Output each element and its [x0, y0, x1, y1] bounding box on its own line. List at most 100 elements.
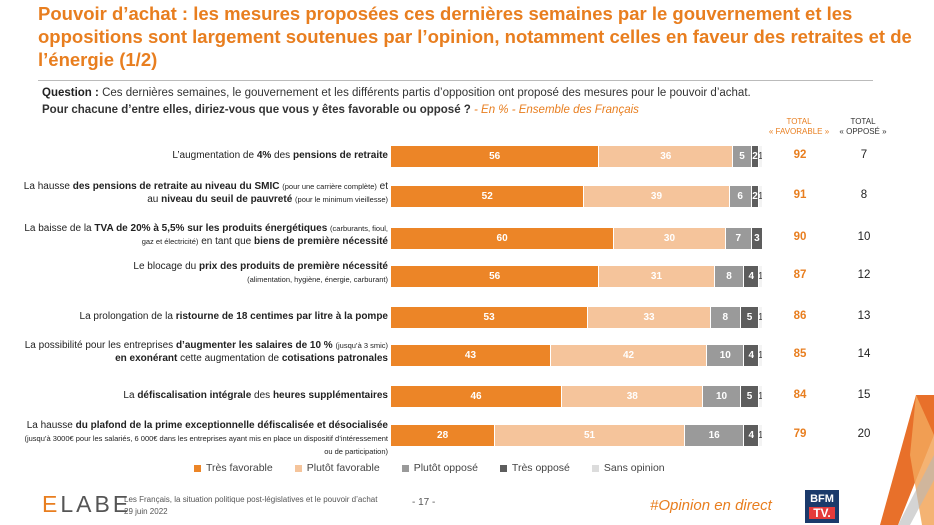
- bar-segment-très-opposé: 3: [751, 228, 763, 249]
- stacked-bar: 43421041: [391, 345, 763, 366]
- bar-segment-plutôt-opposé: 8: [714, 266, 745, 287]
- bar-segment-plutôt-favorable: 36: [599, 146, 734, 167]
- bar-segment-sans-opinion: 1: [759, 146, 763, 167]
- legend-item: Très opposé: [499, 462, 570, 474]
- question-label: Question :: [42, 87, 99, 99]
- bar-segment-plutôt-favorable: 51: [495, 425, 685, 446]
- bar-segment-sans-opinion: 1: [759, 186, 763, 207]
- bar-segment-très-opposé: 4: [744, 345, 760, 366]
- total-oppose-value: 13: [857, 310, 871, 322]
- decorative-triangle-icon: [880, 395, 934, 525]
- bar-segment-très-favorable: 28: [391, 425, 496, 446]
- bar-segment-plutôt-opposé: 10: [703, 386, 741, 407]
- bar-segment-très-opposé: 2: [751, 146, 760, 167]
- row-label: L’augmentation de 4% des pensions de ret…: [172, 150, 388, 161]
- bar-segment-plutôt-favorable: 31: [599, 266, 715, 287]
- row-label: La baisse de la TVA de 20% à 5,5% sur le…: [24, 223, 388, 247]
- bar-segment-très-opposé: 4: [744, 425, 760, 446]
- bar-segment-sans-opinion: 1: [759, 425, 763, 446]
- total-favorable-value: 84: [793, 389, 807, 401]
- total-favorable-value: 87: [793, 269, 807, 281]
- bar-segment-sans-opinion: 1: [759, 307, 763, 328]
- legend-label: Sans opinion: [603, 462, 665, 474]
- page-number: - 17 -: [412, 497, 436, 508]
- bar-segment-très-opposé: 4: [744, 266, 760, 287]
- bar-segment-très-favorable: 43: [391, 345, 551, 366]
- legend-label: Plutôt opposé: [413, 462, 478, 474]
- bar-segment-plutôt-favorable: 30: [614, 228, 726, 249]
- row-label: Le blocage du prix des produits de premi…: [133, 261, 388, 284]
- elabe-logo-e: E: [42, 491, 61, 517]
- stacked-bar: 60 30 7 3: [391, 228, 763, 249]
- total-oppose-value: 12: [857, 269, 871, 281]
- total-oppose-value: 7: [860, 149, 868, 161]
- legend-item: Très favorable: [194, 462, 273, 474]
- bfmtv-logo: BFM TV.: [805, 490, 839, 523]
- bar-segment-très-opposé: 2: [751, 186, 760, 207]
- title-divider: [38, 80, 873, 81]
- row-label: La prolongation de la ristourne de 18 ce…: [79, 311, 388, 322]
- bar-segment-très-favorable: 46: [391, 386, 563, 407]
- legend-swatch: [294, 464, 302, 472]
- footer-source-title: Les Français, la situation politique pos…: [124, 495, 378, 504]
- bar-segment-plutôt-opposé: 10: [707, 345, 745, 366]
- legend-swatch: [194, 464, 201, 472]
- bar-segment-très-favorable: 53: [391, 307, 589, 328]
- total-oppose-value: 15: [857, 389, 871, 401]
- column-header-favorable-line1: TOTAL: [786, 117, 812, 126]
- stacked-bar: 46381051: [391, 386, 763, 407]
- bar-segment-plutôt-favorable: 42: [550, 345, 708, 366]
- bar-segment-plutôt-opposé: 8: [710, 307, 741, 328]
- bar-segment-sans-opinion: 1: [759, 386, 763, 407]
- bar-segment-plutôt-opposé: 5: [733, 146, 752, 167]
- bar-segment-sans-opinion: 1: [759, 345, 763, 366]
- row-label: La hausse des pensions de retraite au ni…: [23, 181, 388, 205]
- question-text: Ces dernières semaines, le gouvernement …: [102, 87, 751, 99]
- bar-segment-très-opposé: 5: [740, 386, 760, 407]
- legend-item: Sans opinion: [591, 462, 665, 474]
- bar-segment-plutôt-favorable: 33: [588, 307, 711, 328]
- total-oppose-value: 14: [857, 348, 871, 360]
- footer-source: Les Français, la situation politique pos…: [124, 494, 377, 518]
- row-label: La hausse du plafond de la prime excepti…: [24, 420, 388, 456]
- bar-segment-très-opposé: 5: [740, 307, 760, 328]
- total-favorable-value: 91: [793, 189, 807, 201]
- elabe-logo: ELABE: [42, 491, 131, 518]
- total-oppose-value: 20: [857, 428, 871, 440]
- bar-segment-plutôt-opposé: 7: [725, 228, 752, 249]
- legend-label: Très opposé: [511, 462, 570, 474]
- column-header-oppose-line1: TOTAL: [850, 117, 876, 126]
- question-line-2: Pour chacune d’entre elles, diriez-vous …: [42, 104, 639, 116]
- total-favorable-value: 92: [793, 149, 807, 161]
- bar-segment-plutôt-opposé: 6: [729, 186, 752, 207]
- legend-label: Très favorable: [206, 462, 273, 474]
- bar-segment-plutôt-favorable: 38: [562, 386, 704, 407]
- question-note: - En % - Ensemble des Français: [470, 104, 639, 116]
- bar-segment-très-favorable: 56: [391, 266, 600, 287]
- column-header-oppose-line2: « OPPOSÉ »: [839, 127, 887, 136]
- row-label: La possibilité pour les entreprises d’au…: [24, 340, 388, 364]
- bfmtv-logo-tv: TV.: [809, 507, 835, 519]
- footer-source-date: 29 juin 2022: [124, 507, 168, 516]
- legend-swatch: [401, 464, 409, 472]
- question-line-1: Question : Ces dernières semaines, le go…: [42, 87, 751, 99]
- elabe-logo-rest: LABE: [60, 491, 132, 517]
- chart-legend: Très favorable Plutôt favorable Plutôt opp…: [194, 462, 665, 474]
- stacked-bar: 5631841: [391, 266, 763, 287]
- bar-segment-très-favorable: 56: [391, 146, 600, 167]
- stacked-bar: 5239621: [391, 186, 763, 207]
- bar-segment-très-favorable: 60: [391, 228, 615, 249]
- legend-swatch: [591, 464, 599, 472]
- legend-item: Plutôt opposé: [401, 462, 478, 474]
- column-header-favorable-line2: « FAVORABLE »: [768, 127, 830, 136]
- stacked-bar: 5333851: [391, 307, 763, 328]
- row-label: La défiscalisation intégrale des heures …: [123, 390, 388, 401]
- hashtag: #Opinion en direct: [650, 497, 772, 514]
- column-header-total-favorable: TOTAL « FAVORABLE »: [764, 117, 834, 137]
- total-favorable-value: 86: [793, 310, 807, 322]
- stacked-bar: 5636521: [391, 146, 763, 167]
- bar-segment-plutôt-favorable: 39: [584, 186, 730, 207]
- total-favorable-value: 79: [793, 428, 807, 440]
- total-oppose-value: 10: [857, 231, 871, 243]
- total-favorable-value: 85: [793, 348, 807, 360]
